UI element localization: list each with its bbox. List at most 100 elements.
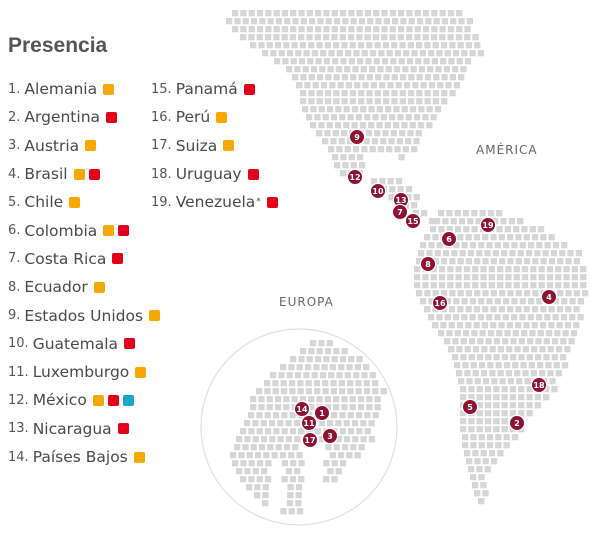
america-dot [501,394,508,401]
america-dot [298,10,305,17]
america-dot [316,98,323,105]
country-marker[interactable]: 10 [369,182,387,200]
country-marker[interactable]: 8 [419,255,437,273]
country-marker[interactable]: 15 [404,212,422,230]
country-marker[interactable]: 1 [313,404,331,422]
country-marker[interactable]: 6 [440,230,458,248]
america-dot [502,338,509,345]
europe-dot [310,340,317,347]
america-dot [385,106,392,113]
america-dot [267,18,274,25]
america-dot [323,26,330,33]
country-marker[interactable]: 11 [300,414,318,432]
america-dot [320,50,327,57]
america-dot [445,82,452,89]
country-marker[interactable]: 14 [293,400,311,418]
legend-item-country: Alemania [24,80,98,99]
europe-dot [246,484,253,491]
europe-dot [341,404,348,411]
europe-dot [277,436,284,443]
america-dot [352,66,359,73]
europe-dot [283,396,290,403]
america-dot [240,10,247,17]
america-dot [527,338,534,345]
america-dot [412,82,419,89]
europe-dot [343,420,350,427]
country-marker[interactable]: 2 [508,414,526,432]
europe-dot [341,396,348,403]
america-dot [383,98,390,105]
america-dot [440,322,447,329]
europe-dot [242,444,249,451]
country-marker[interactable]: 17 [301,431,319,449]
legend-item-country: Estados Unidos [24,306,144,325]
america-dot [315,26,322,33]
america-dot [468,426,475,433]
america-dot [435,66,442,73]
europe-dot [250,444,257,451]
marker-number: 15 [407,217,419,226]
america-dot [316,90,323,97]
america-dot [399,130,406,137]
america-dot [416,98,423,105]
europe-dot [238,452,245,459]
america-dot [447,10,455,17]
america-dot [509,394,517,401]
america-dot [495,442,502,449]
country-marker[interactable]: 3 [321,427,339,445]
america-dot [518,386,525,393]
america-dot [543,386,550,393]
america-dot [474,290,481,297]
america-dot [265,26,272,33]
america-dot [383,90,390,97]
europe-dot [272,412,280,419]
legend-item-number: 16. [151,109,172,125]
america-dot [521,266,529,273]
america-dot [482,306,489,313]
america-dot [383,18,390,25]
marker-circle [508,414,526,432]
america-dot [446,210,453,217]
america-dot [406,58,414,65]
america-dot [441,98,448,105]
america-dot [314,114,321,121]
america-dot [472,346,480,353]
marker-circle [348,128,366,146]
europe-dot [277,420,284,427]
america-dot [369,146,376,153]
country-marker[interactable]: 16 [431,294,449,312]
country-marker[interactable]: 7 [391,203,409,221]
marker-number: 11 [303,419,315,428]
america-dot [343,106,350,113]
america-dot [479,330,486,337]
america-dot [359,122,367,129]
america-dot [290,10,297,17]
country-marker[interactable]: 4 [540,288,558,306]
america-dot [318,106,325,113]
country-marker[interactable]: 9 [348,128,366,146]
country-marker[interactable]: 12 [346,168,364,186]
america-dot [307,58,314,65]
america-dot [454,362,461,369]
america-dot [464,34,471,41]
america-dot [438,330,445,337]
country-marker[interactable]: 19 [479,216,497,234]
america-dot [327,66,334,73]
europe-dot [236,436,243,443]
america-dot [398,58,405,65]
america-dot [416,90,423,97]
america-dot [506,322,513,329]
america-dot [433,74,440,81]
america-dot [339,114,346,121]
country-marker[interactable]: 18 [530,376,548,394]
america-dot [248,10,255,17]
america-dot [518,402,525,409]
europe-dot [380,388,387,395]
marker-circle [461,398,479,416]
europe-dot [330,380,337,387]
america-dot [482,490,489,497]
america-dot [582,290,589,297]
country-marker[interactable]: 5 [461,398,479,416]
america-dot [457,258,464,265]
america-dot [381,34,388,41]
